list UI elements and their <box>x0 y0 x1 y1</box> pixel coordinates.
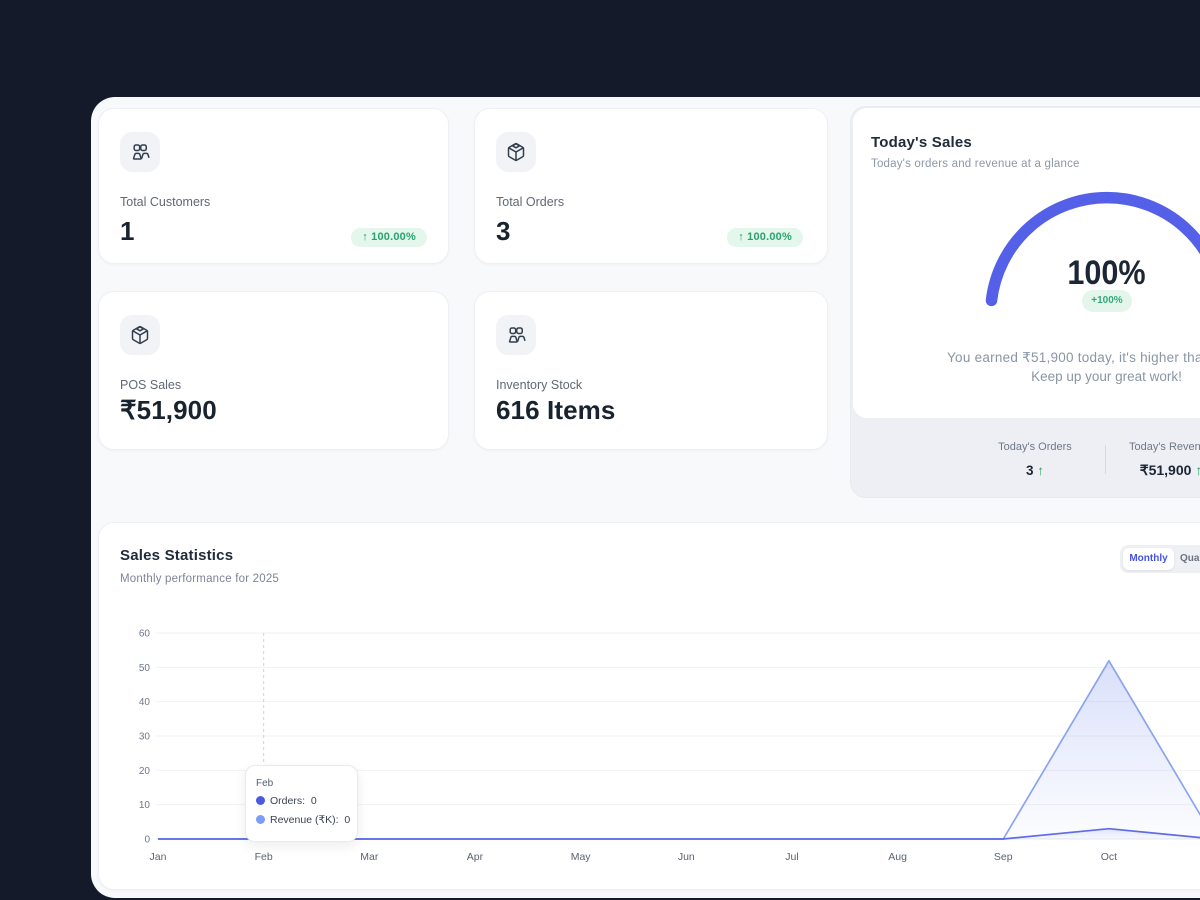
svg-text:30: 30 <box>139 732 151 743</box>
svg-text:Mar: Mar <box>360 851 379 863</box>
svg-text:20: 20 <box>139 766 151 777</box>
svg-text:0: 0 <box>144 835 150 846</box>
svg-text:Jan: Jan <box>150 851 167 863</box>
svg-text:10: 10 <box>139 800 151 811</box>
svg-text:Oct: Oct <box>1101 851 1117 863</box>
svg-text:Jul: Jul <box>785 851 798 863</box>
svg-text:May: May <box>571 851 592 863</box>
svg-text:Apr: Apr <box>467 851 484 863</box>
svg-text:60: 60 <box>139 629 151 640</box>
svg-text:Feb: Feb <box>255 851 273 863</box>
svg-text:50: 50 <box>139 663 151 674</box>
svg-text:Aug: Aug <box>888 851 907 863</box>
svg-text:40: 40 <box>139 697 151 708</box>
svg-text:Jun: Jun <box>678 851 695 863</box>
svg-text:Sep: Sep <box>994 851 1013 863</box>
